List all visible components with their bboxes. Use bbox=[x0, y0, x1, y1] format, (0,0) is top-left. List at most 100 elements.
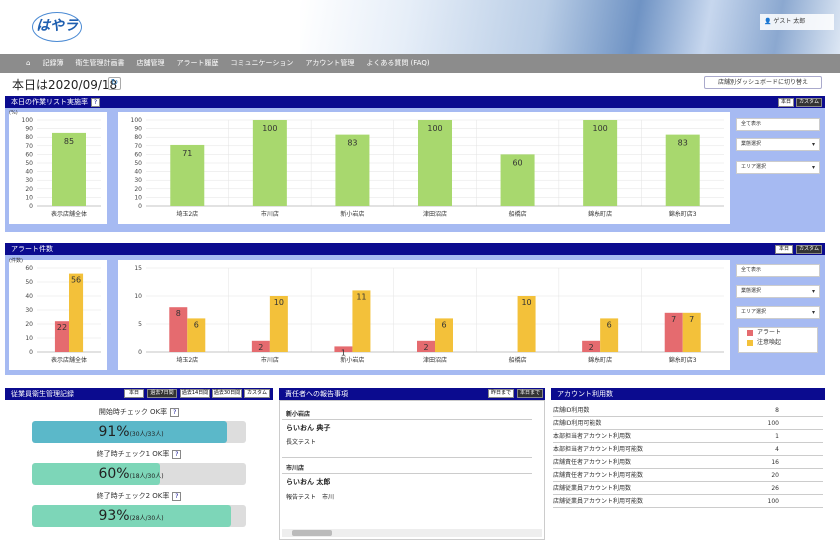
gauge-end-check-2: 93%(28人/30人) bbox=[32, 505, 246, 527]
divider bbox=[282, 419, 532, 420]
health-tab-14days[interactable]: 過去14日間 bbox=[180, 389, 210, 398]
data-label: 6 bbox=[194, 320, 199, 329]
y-tick-label: 50 bbox=[134, 160, 142, 167]
legend-item-alert: アラート bbox=[739, 328, 817, 338]
y-tick-label: 50 bbox=[25, 160, 33, 167]
y-tick-label: 10 bbox=[134, 293, 142, 300]
alert-today-button[interactable]: 本日 bbox=[775, 245, 793, 254]
y-tick-label: 10 bbox=[25, 194, 33, 201]
y-tick-label: 0 bbox=[138, 349, 142, 356]
switch-dashboard-button[interactable]: 店舗別ダッシュボードに切り替え bbox=[704, 76, 822, 89]
x-tick-label: 新小岩店 bbox=[340, 210, 364, 218]
y-tick-label: 70 bbox=[25, 143, 33, 150]
legend-item-caution: 注意喚起 bbox=[739, 338, 817, 348]
y-tick-label: 30 bbox=[25, 177, 33, 184]
help-icon[interactable]: ? bbox=[170, 407, 180, 417]
report-today-button[interactable]: 本日まで bbox=[517, 389, 543, 398]
help-icon[interactable]: ? bbox=[172, 449, 182, 459]
nav-item-store-management[interactable]: 店舗管理 bbox=[136, 59, 165, 67]
report-text: 報告テスト 市川 bbox=[286, 494, 335, 501]
task-unit-label: (%) bbox=[9, 110, 18, 116]
x-tick-label: 表示店舗全体 bbox=[51, 356, 87, 364]
task-filter-area[interactable]: エリア選択 bbox=[736, 161, 820, 174]
task-filter-all[interactable]: 全て表示 bbox=[736, 118, 820, 131]
nav-item-alert-history[interactable]: アラート履歴 bbox=[176, 59, 219, 67]
help-icon[interactable]: ? bbox=[172, 491, 182, 501]
task-total-chart: 0 10 20 30 40 50 60 70 80 90 100 表示店舗全体 85 bbox=[9, 112, 107, 224]
task-section-title: 本日の作業リスト実施率 bbox=[11, 98, 88, 106]
x-tick-label: 津田沼店 bbox=[423, 210, 447, 218]
alert-unit-label: (件数) bbox=[9, 258, 23, 264]
health-section-title: 従業員衛生管理記録 bbox=[11, 390, 74, 398]
health-tab-today[interactable]: 本日 bbox=[124, 389, 144, 398]
y-tick-label: 40 bbox=[134, 169, 142, 176]
account-section-title: アカウント利用数 bbox=[557, 390, 613, 398]
nav-item-communication[interactable]: コミュニケーション bbox=[230, 59, 294, 67]
refresh-icon[interactable]: ↻ bbox=[108, 77, 121, 90]
alert-section-title: アラート件数 bbox=[11, 245, 53, 253]
health-tab-custom[interactable]: カスタム bbox=[244, 389, 270, 398]
data-label: 100 bbox=[593, 124, 608, 133]
help-icon[interactable]: ? bbox=[91, 97, 100, 107]
gauge-end-check-1: 60%(18人/30人) bbox=[32, 463, 246, 485]
x-tick-label: 市川店 bbox=[261, 356, 279, 364]
data-label: 22 bbox=[57, 323, 67, 332]
y-tick-label: 80 bbox=[25, 134, 33, 141]
nav-item-hygiene-plan[interactable]: 衛生管理計画書 bbox=[75, 59, 125, 67]
account-section-header: アカウント利用数 bbox=[551, 388, 825, 400]
data-label: 2 bbox=[258, 343, 263, 352]
user-name: ゲスト 太郎 bbox=[773, 18, 806, 25]
horizontal-scrollbar[interactable] bbox=[282, 529, 542, 537]
app-logo[interactable]: はやラ bbox=[32, 12, 82, 42]
alert-filter-area[interactable]: エリア選択 bbox=[736, 306, 820, 319]
x-tick-label: 津田沼店 bbox=[423, 356, 447, 364]
gauge-fill bbox=[32, 505, 232, 527]
data-label: 100 bbox=[262, 124, 277, 133]
data-label: 1 bbox=[341, 348, 346, 357]
task-section-header: 本日の作業リスト実施率? bbox=[5, 96, 825, 108]
health-tab-7days[interactable]: 過去7日間 bbox=[147, 389, 177, 398]
data-label: 10 bbox=[274, 298, 284, 307]
y-tick-label: 10 bbox=[25, 335, 33, 342]
alert-custom-button[interactable]: カスタム bbox=[796, 245, 822, 254]
task-filter-business-type[interactable]: 業態選択 bbox=[736, 138, 820, 151]
y-tick-label: 10 bbox=[134, 194, 142, 201]
bar bbox=[187, 318, 206, 352]
bar bbox=[334, 346, 353, 352]
x-tick-label: 表示店舗全体 bbox=[51, 210, 87, 218]
x-tick-label: 市川店 bbox=[261, 210, 279, 218]
bar bbox=[52, 132, 86, 206]
scrollbar-thumb[interactable] bbox=[292, 530, 332, 536]
data-label: 60 bbox=[512, 158, 522, 167]
user-menu[interactable]: 👤 ゲスト 太郎 bbox=[760, 14, 834, 30]
data-label: 6 bbox=[441, 320, 446, 329]
home-icon[interactable]: ⌂ bbox=[26, 59, 31, 67]
nav-item-records[interactable]: 記録簿 bbox=[42, 59, 64, 67]
alert-filter-business-type[interactable]: 業態選択 bbox=[736, 285, 820, 298]
bar bbox=[682, 312, 701, 352]
y-tick-label: 20 bbox=[25, 321, 33, 328]
nav-item-account-management[interactable]: アカウント管理 bbox=[305, 59, 355, 67]
bar bbox=[417, 340, 435, 352]
account-table: 店舗ID利用数 8 店舗ID利用可能数 100 本部担当者アカウント利用数 1 本部担… bbox=[553, 404, 823, 508]
data-label: 2 bbox=[423, 343, 428, 352]
health-tab-30days[interactable]: 過去30日間 bbox=[212, 389, 242, 398]
alert-filter-all[interactable]: 全て表示 bbox=[736, 264, 820, 277]
bar bbox=[252, 120, 287, 206]
data-label: 56 bbox=[71, 276, 81, 285]
task-today-button[interactable]: 本日 bbox=[778, 98, 794, 107]
report-store: 新小岩店 bbox=[286, 411, 311, 418]
alert-total-chart: 0 10 20 30 40 50 60 表示店舗全体 22 56 bbox=[9, 260, 107, 370]
nav-item-faq[interactable]: よくある質問 (FAQ) bbox=[366, 59, 430, 67]
x-tick-label: 埼玉2店 bbox=[176, 210, 198, 218]
data-label: 100 bbox=[427, 124, 442, 133]
data-label: 8 bbox=[176, 309, 181, 318]
task-custom-button[interactable]: カスタム bbox=[796, 98, 822, 107]
report-yesterday-button[interactable]: 昨日まで bbox=[488, 389, 514, 398]
table-row: 店舗ID利用可能数 100 bbox=[553, 417, 823, 430]
y-tick-label: 30 bbox=[25, 307, 33, 314]
table-row: 店舗責任者アカウント利用可能数 20 bbox=[553, 469, 823, 482]
gauge-label: 開始時チェック OK率? bbox=[32, 407, 246, 417]
data-label: 10 bbox=[521, 298, 531, 307]
bar bbox=[352, 290, 371, 352]
